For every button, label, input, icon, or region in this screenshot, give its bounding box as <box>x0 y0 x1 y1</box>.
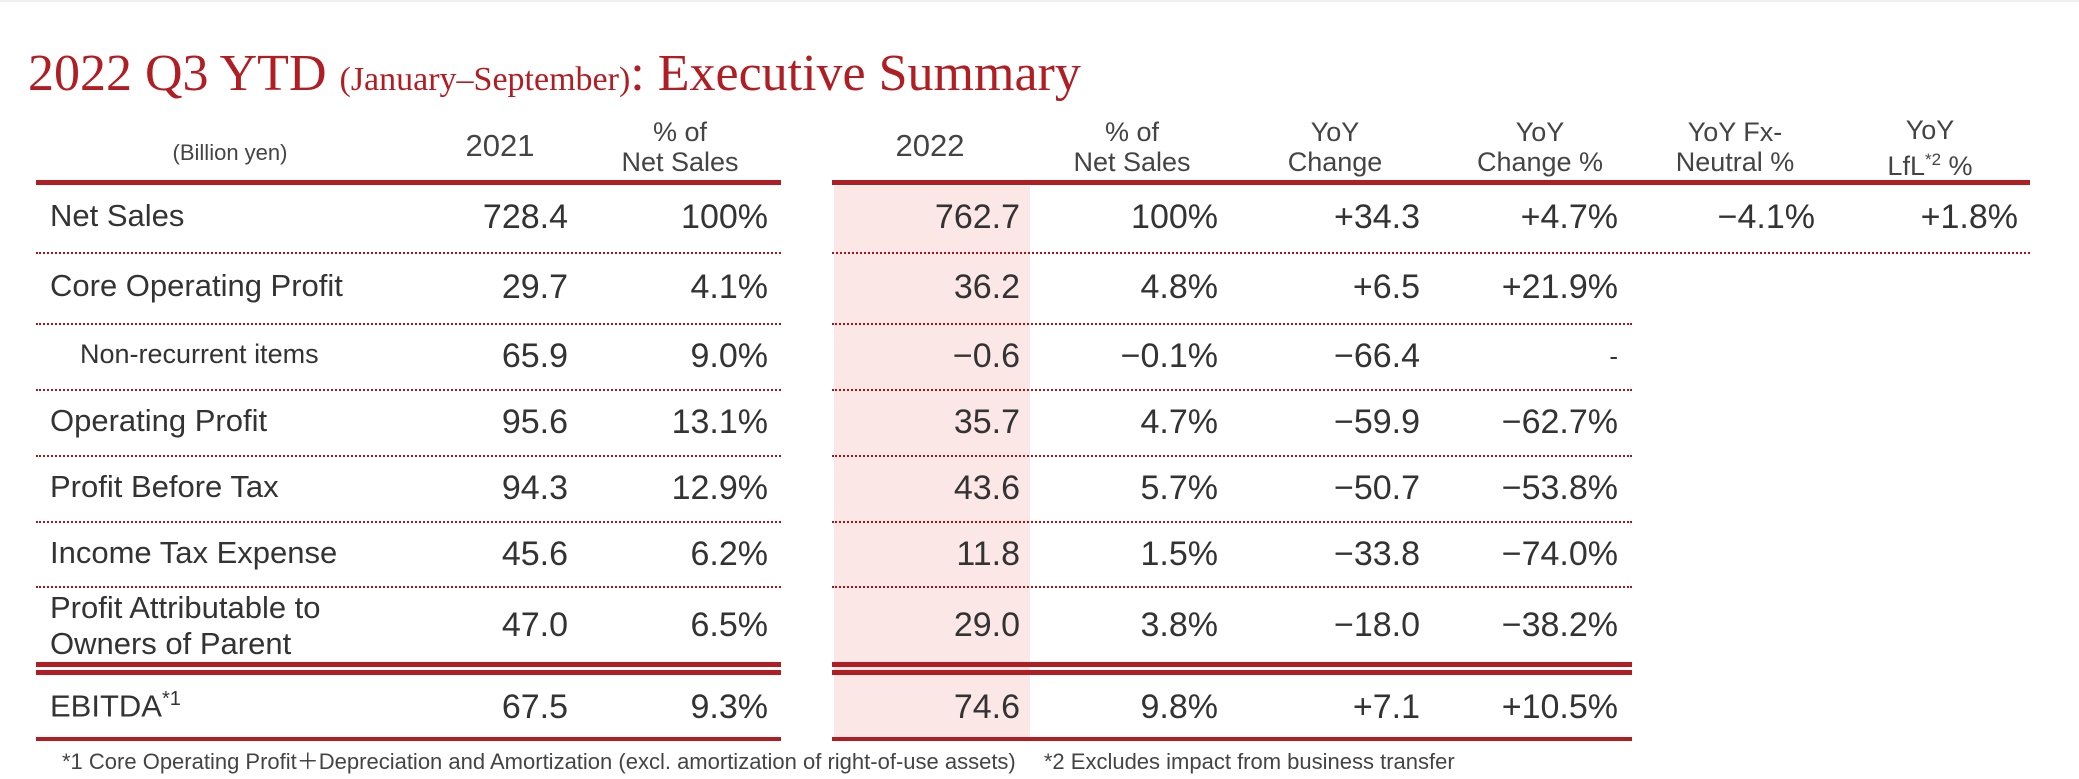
row-label: Core Operating Profit <box>50 268 343 303</box>
pct-2021: 6.5% <box>690 606 769 644</box>
value-2022: 74.6 <box>953 688 1020 726</box>
row-divider <box>832 389 1632 391</box>
pct-2021: 13.1% <box>671 403 768 441</box>
row-label: Income Tax Expense <box>50 535 338 570</box>
ebitda-double-rule-right <box>832 662 1632 675</box>
yoy-fx-neutral: −4.1% <box>1717 198 1815 236</box>
title-suffix: : Executive Summary <box>630 45 1081 102</box>
yoy-change-pct: −53.8% <box>1501 469 1618 507</box>
value-2022: 43.6 <box>953 469 1020 507</box>
value-2021: 728.4 <box>482 198 568 236</box>
header-rule-left <box>36 180 781 185</box>
yoy-change-pct: −74.0% <box>1501 535 1618 573</box>
value-2022: 36.2 <box>953 268 1020 306</box>
header-rule-right <box>832 180 2030 185</box>
value-2022: 11.8 <box>956 535 1020 573</box>
value-2022: 29.0 <box>953 606 1020 644</box>
header-yoy-lfl: YoY LfL*2 % <box>1887 115 1973 181</box>
value-2022: −0.6 <box>952 337 1020 375</box>
pct-2022: 100% <box>1131 198 1218 236</box>
header-yoy-change-pct: YoY Change % <box>1476 117 1604 177</box>
pct-2021: 9.0% <box>690 337 769 375</box>
header-pct-net-sales-2021: % of Net Sales <box>621 117 739 177</box>
yoy-change: −66.4 <box>1333 337 1420 375</box>
row-label: Non-recurrent items <box>80 339 319 369</box>
value-2021: 47.0 <box>501 606 568 644</box>
bottom-rule-left <box>36 737 781 741</box>
row-label: Profit Attributable to Owners of Parent <box>50 590 321 661</box>
row-label: Operating Profit <box>50 403 268 438</box>
value-2021: 67.5 <box>501 688 568 726</box>
row-divider <box>36 455 781 457</box>
row-label: Net Sales <box>50 198 185 233</box>
value-2021: 45.6 <box>501 535 568 573</box>
row-label: EBITDA*1 <box>50 688 181 724</box>
value-2021: 95.6 <box>501 403 568 441</box>
ebitda-double-rule-left <box>36 662 781 675</box>
top-divider <box>0 0 2079 2</box>
value-2021: 94.3 <box>501 469 568 507</box>
yoy-change: +7.1 <box>1352 688 1420 726</box>
pct-2021: 6.2% <box>690 535 769 573</box>
row-divider <box>36 521 781 523</box>
value-2022: 35.7 <box>953 403 1020 441</box>
pct-2022: 5.7% <box>1140 469 1219 507</box>
pct-2022: 3.8% <box>1140 606 1219 644</box>
row-divider <box>36 323 781 325</box>
header-pct-net-sales-2022: % of Net Sales <box>1073 117 1191 177</box>
row-divider <box>36 586 781 588</box>
row-divider <box>832 586 1632 588</box>
row-divider <box>832 252 2030 254</box>
yoy-change-pct: - <box>1609 341 1618 371</box>
header-yoy-fx-neutral: YoY Fx- Neutral % <box>1675 117 1795 177</box>
yoy-change-pct: +21.9% <box>1501 268 1618 306</box>
yoy-change-pct: +4.7% <box>1520 198 1618 236</box>
value-2021: 29.7 <box>501 268 568 306</box>
value-2021: 65.9 <box>501 337 568 375</box>
yoy-change: −33.8 <box>1333 535 1420 573</box>
pct-2021: 9.3% <box>690 688 769 726</box>
row-divider <box>832 323 1632 325</box>
highlight-2022-column <box>834 186 1030 740</box>
header-unit: (Billion yen) <box>172 140 288 165</box>
yoy-change-pct: +10.5% <box>1501 688 1618 726</box>
row-label: Profit Before Tax <box>50 469 279 504</box>
pct-2021: 12.9% <box>671 469 768 507</box>
footnote-marker: *1 <box>161 688 181 710</box>
yoy-change: −18.0 <box>1333 606 1420 644</box>
header-yoy-change: YoY Change <box>1287 117 1383 177</box>
pct-2022: 9.8% <box>1140 688 1219 726</box>
yoy-change-pct: −38.2% <box>1501 606 1618 644</box>
title-period: (January–September) <box>339 61 631 98</box>
row-divider <box>36 389 781 391</box>
pct-2022: −0.1% <box>1120 337 1218 375</box>
row-divider <box>832 521 1632 523</box>
pct-2022: 4.7% <box>1140 403 1219 441</box>
yoy-change: +6.5 <box>1352 268 1420 306</box>
header-2021: 2021 <box>465 128 535 163</box>
yoy-change: −59.9 <box>1333 403 1420 441</box>
yoy-lfl: +1.8% <box>1920 198 2018 236</box>
footnote: *1 Core Operating Profit＋Depreciation an… <box>62 749 1455 774</box>
row-divider <box>36 252 781 254</box>
page-title: 2022 Q3 YTD (January–September): Executi… <box>28 45 1081 102</box>
value-2022: 762.7 <box>934 198 1020 236</box>
pct-2021: 4.1% <box>690 268 769 306</box>
row-divider <box>832 455 1632 457</box>
pct-2021: 100% <box>681 198 768 236</box>
yoy-change: −50.7 <box>1333 469 1420 507</box>
pct-2022: 4.8% <box>1140 268 1219 306</box>
yoy-change: +34.3 <box>1333 198 1420 236</box>
header-2022: 2022 <box>895 128 965 163</box>
yoy-change-pct: −62.7% <box>1501 403 1618 441</box>
bottom-rule-right <box>832 737 1632 741</box>
pct-2022: 1.5% <box>1140 535 1219 573</box>
